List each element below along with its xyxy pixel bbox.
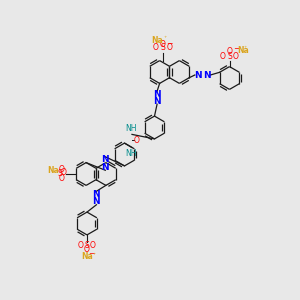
Text: S: S	[227, 52, 232, 61]
Text: O: O	[77, 241, 83, 250]
Text: NH: NH	[125, 124, 136, 133]
Text: N: N	[194, 70, 202, 80]
Text: O: O	[59, 174, 65, 183]
Text: O: O	[226, 47, 232, 56]
Text: N: N	[93, 190, 100, 199]
Text: S: S	[85, 241, 89, 250]
Text: Na: Na	[81, 252, 93, 261]
Text: S: S	[160, 44, 165, 52]
Text: N: N	[153, 90, 161, 99]
Text: N: N	[93, 197, 100, 206]
Text: Na: Na	[237, 46, 249, 55]
Text: O: O	[61, 168, 67, 177]
Text: N: N	[204, 70, 211, 80]
Text: O: O	[220, 52, 226, 61]
Text: ⁺: ⁺	[244, 46, 247, 51]
Text: O: O	[232, 52, 238, 61]
Text: N: N	[101, 155, 109, 164]
Text: O: O	[166, 44, 172, 52]
Text: ⁺: ⁺	[164, 37, 167, 41]
Text: O: O	[160, 40, 166, 49]
Text: O: O	[84, 245, 90, 254]
Text: −: −	[166, 39, 172, 48]
Text: O: O	[134, 136, 140, 145]
Text: O: O	[59, 165, 65, 174]
Text: Na: Na	[152, 36, 163, 45]
Text: O: O	[152, 44, 158, 52]
Text: NH: NH	[125, 149, 136, 158]
Text: −: −	[88, 249, 95, 258]
Text: ⁺: ⁺	[93, 253, 96, 258]
Text: N: N	[153, 97, 161, 106]
Text: O: O	[90, 241, 96, 250]
Text: Na: Na	[47, 166, 59, 175]
Text: N: N	[101, 163, 109, 172]
Text: −: −	[233, 44, 240, 53]
Text: S: S	[57, 169, 62, 178]
